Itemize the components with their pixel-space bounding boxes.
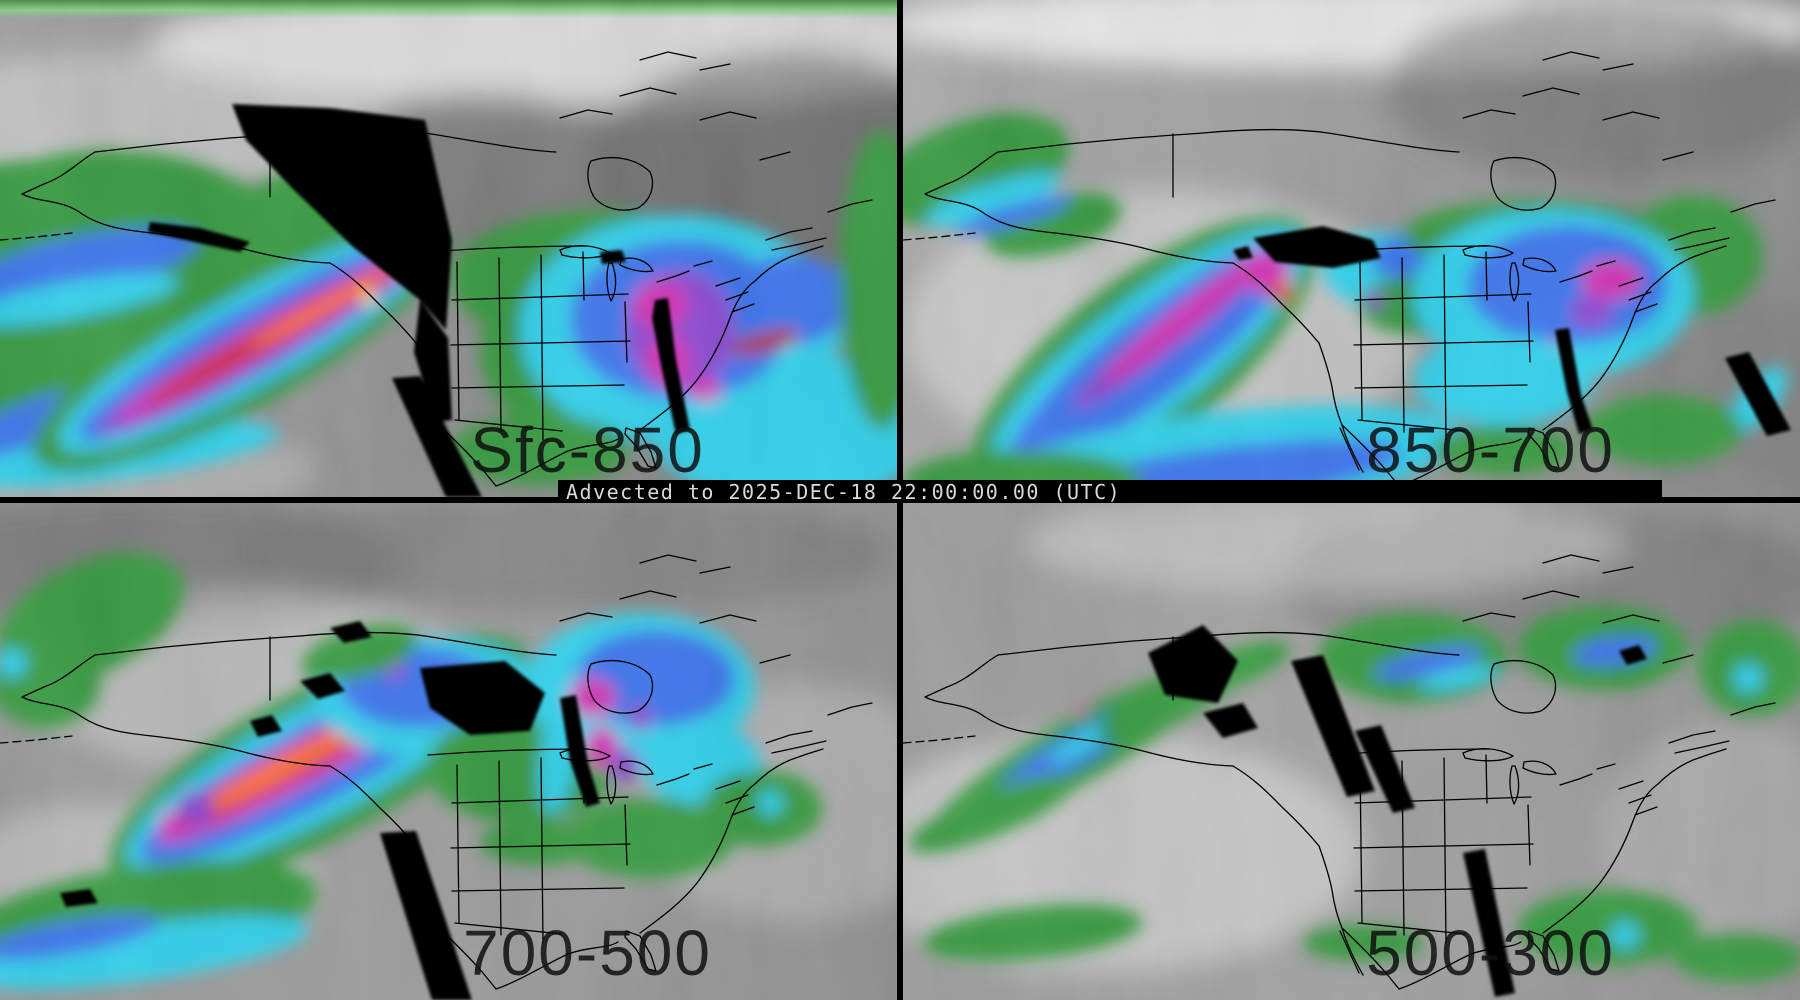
wv-map-500-300 — [903, 503, 1800, 1000]
wv-map-700-500 — [0, 503, 897, 1000]
panel-500-300: 500-300 — [903, 503, 1800, 1000]
terrain-mask-500-300 — [1148, 625, 1647, 997]
timestamp-bar: Advected to 2025-DEC-18 22:00:00.00 (UTC… — [558, 479, 1662, 504]
timestamp-text: Advected to 2025-DEC-18 22:00:00.00 (UTC… — [566, 479, 1122, 504]
panel-700-500: 700-500 — [0, 503, 897, 1000]
wv-map-850-700 — [903, 0, 1800, 497]
terrain-mask-sfc-850 — [148, 104, 690, 497]
panel-sfc-850: Sfc-850 — [0, 0, 897, 497]
wv-map-sfc-850 — [0, 0, 897, 497]
panel-850-700: 850-700 — [903, 0, 1800, 497]
terrain-mask-850-700 — [1233, 226, 1791, 436]
